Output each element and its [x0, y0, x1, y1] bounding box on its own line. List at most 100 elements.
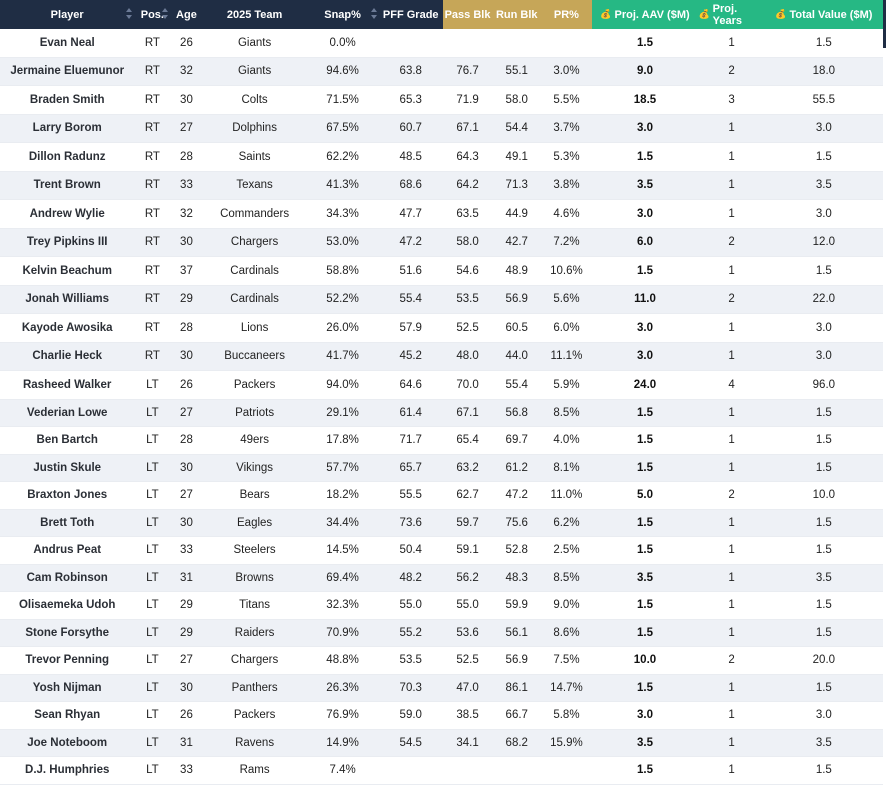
scrollbar-edge[interactable]	[883, 0, 886, 48]
cell-pr: 9.0%	[553, 599, 580, 612]
cell-total: 12.0	[812, 236, 836, 249]
cell-snap: 26.3%	[326, 681, 359, 694]
cell-total: 3.0	[815, 207, 832, 220]
cell-pass: 70.0	[456, 379, 479, 392]
table-row[interactable]: Jonah Williams RT 29 Cardinals 52.2% 55.4 53.5…	[0, 285, 883, 314]
cell-pass: 76.7	[456, 65, 479, 78]
cell-team: Colts	[241, 93, 268, 106]
table-row[interactable]: Dillon Radunz RT 28 Saints 62.2% 48.5 64.3 49.1…	[0, 143, 883, 172]
cell-team: Buccaneers	[224, 350, 285, 363]
table-row[interactable]: Larry Borom RT 27 Dolphins 67.5% 60.7 67.1 54.4…	[0, 114, 883, 143]
table-row[interactable]: Trent Brown RT 33 Texans 41.3% 68.6 64.2 71.3 3.…	[0, 171, 883, 200]
header-pff[interactable]: PFF Grade	[378, 0, 443, 29]
cell-age: 27	[180, 654, 193, 667]
cell-pass: 34.1	[456, 736, 479, 749]
header-years[interactable]: 💰 Proj. Years	[698, 0, 765, 29]
table-row[interactable]: Kayode Awosika RT 28 Lions 26.0% 57.9 52.5 60.5…	[0, 314, 883, 343]
table-row[interactable]: Stone Forsythe LT 29 Raiders 70.9% 55.2 53.6 56…	[0, 619, 883, 647]
header-total[interactable]: 💰 Total Value ($M)	[764, 0, 883, 29]
cell-age: 30	[180, 681, 193, 694]
cell-snap: 41.3%	[326, 179, 359, 192]
header-pass-blk[interactable]: Pass Blk	[442, 0, 493, 29]
table-row[interactable]: Yosh Nijman LT 30 Panthers 26.3% 70.3 47.0 86.1…	[0, 674, 883, 702]
cell-pff: 68.6	[399, 179, 422, 192]
cell-total: 20.0	[812, 654, 836, 667]
cell-snap: 34.4%	[326, 516, 359, 529]
cell-team: Chargers	[230, 654, 279, 667]
header-player[interactable]: Player	[0, 0, 135, 29]
cell-pr: 8.5%	[553, 571, 580, 584]
table-row[interactable]: D.J. Humphries LT 33 Rams 7.4% 1.5 1 1.5	[0, 757, 883, 785]
cell-snap: 14.9%	[326, 736, 359, 749]
cell-aav: 6.0	[636, 236, 653, 249]
header-pr[interactable]: PR%	[541, 0, 592, 29]
table-row[interactable]: Braxton Jones LT 27 Bears 18.2% 55.5 62.7 47.2 1…	[0, 482, 883, 510]
cell-player: Kayode Awosika	[21, 321, 113, 334]
header-team[interactable]: 2025 Team	[202, 0, 307, 29]
cell-aav: 18.5	[633, 93, 657, 106]
cell-team: Packers	[233, 709, 276, 722]
cell-aav: 3.5	[636, 179, 653, 192]
cell-snap: 57.7%	[326, 461, 359, 474]
table-row[interactable]: Evan Neal RT 26 Giants 0.0% 1.5 1 1.5	[0, 29, 883, 58]
cell-total: 1.5	[815, 36, 832, 49]
cell-pass: 58.0	[456, 236, 479, 249]
cell-pass: 63.5	[456, 207, 479, 220]
table-row[interactable]: Andrus Peat LT 33 Steelers 14.5% 50.4 59.1 52.8…	[0, 537, 883, 565]
cell-pass: 71.9	[456, 93, 479, 106]
table-row[interactable]: Jermaine Eluemunor RT 32 Giants 94.6% 63.8 76.…	[0, 57, 883, 86]
table-row[interactable]: Kelvin Beachum RT 37 Cardinals 58.8% 51.6 54.6…	[0, 257, 883, 286]
cell-pff: 47.7	[399, 207, 422, 220]
cell-total: 3.5	[815, 736, 832, 749]
table-row[interactable]: Braden Smith RT 30 Colts 71.5% 65.3 71.9 58.0 5.…	[0, 86, 883, 115]
cell-pr: 7.2%	[553, 236, 580, 249]
sort-icon[interactable]	[126, 8, 133, 20]
cell-pos: RT	[144, 65, 160, 78]
table-row[interactable]: Brett Toth LT 30 Eagles 34.4% 73.6 59.7 75.6 6.2…	[0, 509, 883, 537]
header-pr-label: PR%	[553, 8, 579, 21]
cell-run: 66.7	[505, 709, 528, 722]
table-row[interactable]: Ben Bartch LT 28 49ers 17.8% 71.7 65.4 69.7 4.0%…	[0, 427, 883, 455]
cell-snap: 67.5%	[326, 122, 359, 135]
header-run-blk[interactable]: Run Blk	[492, 0, 542, 29]
cell-run: 71.3	[505, 179, 528, 192]
sort-icon[interactable]	[370, 8, 377, 20]
cell-player: Charlie Heck	[32, 350, 103, 363]
cell-age: 30	[180, 461, 193, 474]
cell-pr: 4.0%	[553, 434, 580, 447]
cell-team: 49ers	[240, 434, 269, 447]
table-row[interactable]: Justin Skule LT 30 Vikings 57.7% 65.7 63.2 61.2…	[0, 454, 883, 482]
header-snap[interactable]: Snap%	[306, 0, 379, 29]
table-row[interactable]: Rasheed Walker LT 26 Packers 94.0% 64.6 70.0 55…	[0, 372, 883, 400]
cell-run: 55.1	[505, 65, 528, 78]
table-row[interactable]: Vederian Lowe LT 27 Patriots 29.1% 61.4 67.1 56…	[0, 399, 883, 427]
cell-player: Larry Borom	[32, 122, 102, 135]
cell-age: 30	[180, 236, 193, 249]
cell-pos: LT	[146, 516, 159, 529]
cell-age: 28	[180, 321, 193, 334]
table-row[interactable]: Andrew Wylie RT 32 Commanders 34.3% 47.7 63.5 4…	[0, 200, 883, 229]
table-row[interactable]: Sean Rhyan LT 26 Packers 76.9% 59.0 38.5 66.7 5.…	[0, 702, 883, 730]
cell-pr: 8.5%	[553, 406, 580, 419]
cell-run: 69.7	[505, 434, 528, 447]
table-row[interactable]: Charlie Heck RT 30 Buccaneers 41.7% 45.2 48.0 4…	[0, 342, 883, 371]
cell-run: 58.0	[505, 93, 528, 106]
table-row[interactable]: Joe Noteboom LT 31 Ravens 14.9% 54.5 34.1 68.2 1…	[0, 729, 883, 757]
table-row[interactable]: Cam Robinson LT 31 Browns 69.4% 48.2 56.2 48.3 8…	[0, 564, 883, 592]
cell-pass: 53.5	[456, 293, 479, 306]
header-pos[interactable]: Pos.	[134, 0, 171, 29]
table-row[interactable]: Olisaemeka Udoh LT 29 Titans 32.3% 55.0 55.0 59…	[0, 592, 883, 620]
cell-pff: 51.6	[399, 264, 422, 277]
cell-player: Olisaemeka Udoh	[18, 599, 116, 612]
sort-icon[interactable]	[162, 8, 169, 20]
cell-years: 1	[728, 122, 735, 135]
cell-team: Cardinals	[230, 293, 279, 306]
cell-pos: LT	[146, 461, 159, 474]
cell-years: 1	[728, 264, 735, 277]
table-row[interactable]: Trevor Penning LT 27 Chargers 48.8% 53.5 52.5 5…	[0, 647, 883, 675]
cell-player: Stone Forsythe	[25, 626, 110, 639]
header-aav[interactable]: 💰 Proj. AAV ($M)	[591, 0, 699, 29]
cell-pos: LT	[146, 544, 159, 557]
table-row[interactable]: Trey Pipkins III RT 30 Chargers 53.0% 47.2 58.…	[0, 228, 883, 257]
header-age[interactable]: Age	[170, 0, 203, 29]
